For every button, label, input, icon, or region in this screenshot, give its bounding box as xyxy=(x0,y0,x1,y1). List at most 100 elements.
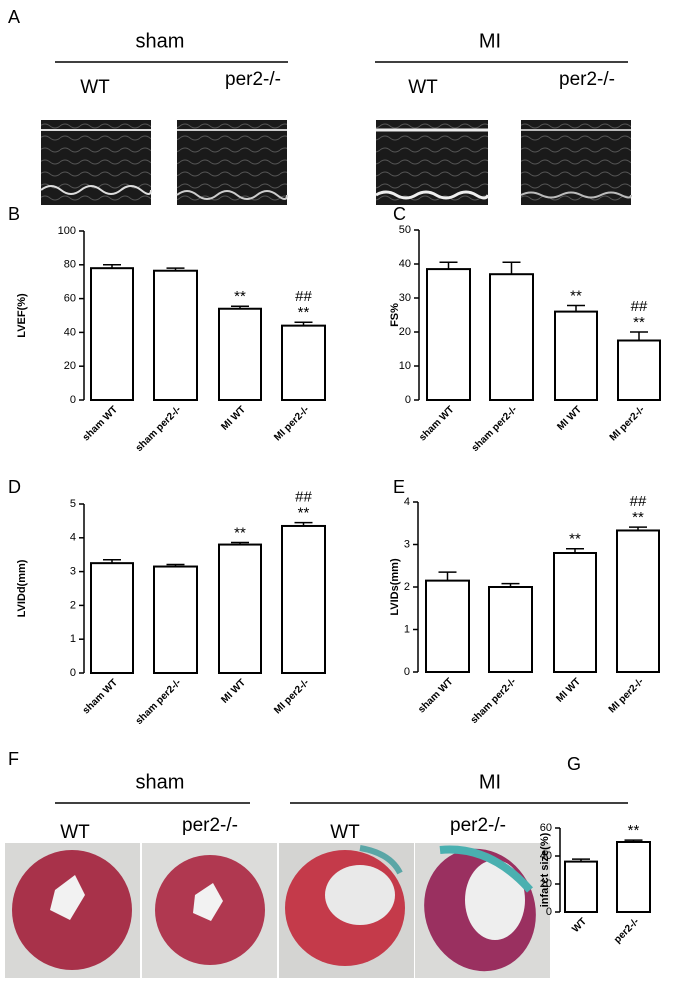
bar xyxy=(153,269,198,401)
y-tick-label: 60 xyxy=(64,293,76,305)
significance: ** xyxy=(628,822,640,839)
panel-letter: E xyxy=(393,477,405,497)
y-tick-label: 0 xyxy=(405,394,411,406)
y-axis-label: FS% xyxy=(389,303,401,327)
y-tick-label: 0 xyxy=(404,666,410,678)
y-tick-label: 3 xyxy=(70,566,76,578)
significance: ## xyxy=(630,493,647,510)
significance: ## xyxy=(295,489,312,506)
x-tick-label: sham per2-/- xyxy=(134,404,184,454)
bar xyxy=(426,268,471,401)
genotype-label: WT xyxy=(330,822,360,843)
x-tick-label: MI per2-/- xyxy=(272,404,311,443)
histology-image xyxy=(5,843,140,978)
x-tick-label: sham WT xyxy=(416,676,455,715)
x-tick-label: WT xyxy=(570,916,589,935)
y-tick-label: 30 xyxy=(399,292,411,304)
panel-letter: G xyxy=(567,754,581,774)
genotype-label: WT xyxy=(60,822,90,843)
significance: ** xyxy=(633,314,645,331)
significance: ** xyxy=(298,304,310,321)
y-tick-label: 5 xyxy=(70,498,76,510)
y-tick-label: 3 xyxy=(404,538,410,550)
y-tick-label: 20 xyxy=(399,326,411,338)
bar xyxy=(281,324,326,402)
y-tick-label: 100 xyxy=(58,225,76,237)
panel-letter: D xyxy=(8,477,21,497)
bar xyxy=(153,565,198,675)
x-tick-label: per2-/- xyxy=(612,916,641,945)
echo-images xyxy=(40,120,632,205)
y-axis-label: LVEF(%) xyxy=(16,293,28,338)
group-label: sham xyxy=(136,30,185,52)
y-tick-label: 4 xyxy=(70,532,76,544)
genotype-label: per2-/- xyxy=(450,815,506,836)
panel-letter: C xyxy=(393,204,406,224)
bar xyxy=(616,529,660,673)
y-tick-label: 0 xyxy=(70,667,76,679)
bar xyxy=(488,586,533,673)
panel-letter: B xyxy=(8,204,20,224)
significance: ** xyxy=(234,525,246,542)
y-tick-label: 1 xyxy=(404,623,410,635)
bar xyxy=(554,310,598,402)
y-tick-label: 40 xyxy=(64,326,76,338)
x-tick-label: MI per2-/- xyxy=(607,676,646,715)
significance: ** xyxy=(234,288,246,305)
y-tick-label: 10 xyxy=(399,360,411,372)
bar xyxy=(616,841,651,913)
panel-letter: F xyxy=(8,749,19,769)
bar xyxy=(617,339,661,401)
significance: ## xyxy=(631,298,648,315)
y-tick-label: 1 xyxy=(70,633,76,645)
histology-image xyxy=(279,843,414,978)
bar xyxy=(425,579,470,673)
y-tick-label: 0 xyxy=(70,394,76,406)
y-tick-label: 80 xyxy=(64,259,76,271)
histology-image xyxy=(142,843,277,978)
genotype-label: per2-/- xyxy=(559,69,615,90)
x-tick-label: MI WT xyxy=(554,676,583,705)
y-axis-label: LVIDs(mm) xyxy=(389,558,401,616)
genotype-label: WT xyxy=(80,77,110,98)
y-tick-label: 20 xyxy=(540,878,552,890)
y-tick-label: 50 xyxy=(399,224,411,236)
y-tick-label: 0 xyxy=(546,906,552,918)
significance: ** xyxy=(632,509,644,526)
significance: ** xyxy=(298,505,310,522)
y-tick-label: 40 xyxy=(540,850,552,862)
echo-image xyxy=(520,120,632,205)
histology-image xyxy=(415,843,550,978)
genotype-label: WT xyxy=(408,77,438,98)
bar xyxy=(218,307,262,401)
x-tick-label: sham per2-/- xyxy=(134,677,184,727)
histology-images xyxy=(5,843,550,978)
genotype-label: per2-/- xyxy=(225,69,281,90)
panel-letter: A xyxy=(8,7,20,27)
x-tick-label: MI WT xyxy=(219,677,248,706)
bar xyxy=(553,552,597,673)
bar xyxy=(218,543,262,674)
echo-image xyxy=(375,120,490,205)
genotype-label: per2-/- xyxy=(182,815,238,836)
y-tick-label: 40 xyxy=(399,258,411,270)
significance: ** xyxy=(570,287,582,304)
significance: ** xyxy=(569,531,581,548)
y-tick-label: 2 xyxy=(404,581,410,593)
echo-image xyxy=(40,120,152,205)
x-tick-label: sham WT xyxy=(81,677,120,716)
bar xyxy=(281,524,326,674)
x-tick-label: sham per2-/- xyxy=(470,404,520,454)
bar xyxy=(90,562,134,675)
x-tick-label: sham WT xyxy=(417,404,456,443)
x-tick-label: MI per2-/- xyxy=(272,677,311,716)
x-tick-label: sham WT xyxy=(81,404,120,443)
y-axis-label: infarct size(%) xyxy=(539,832,551,907)
x-tick-label: MI WT xyxy=(219,404,248,433)
y-tick-label: 20 xyxy=(64,360,76,372)
bar xyxy=(90,267,134,401)
y-tick-label: 60 xyxy=(540,822,552,834)
bar xyxy=(564,860,598,913)
y-tick-label: 2 xyxy=(70,599,76,611)
